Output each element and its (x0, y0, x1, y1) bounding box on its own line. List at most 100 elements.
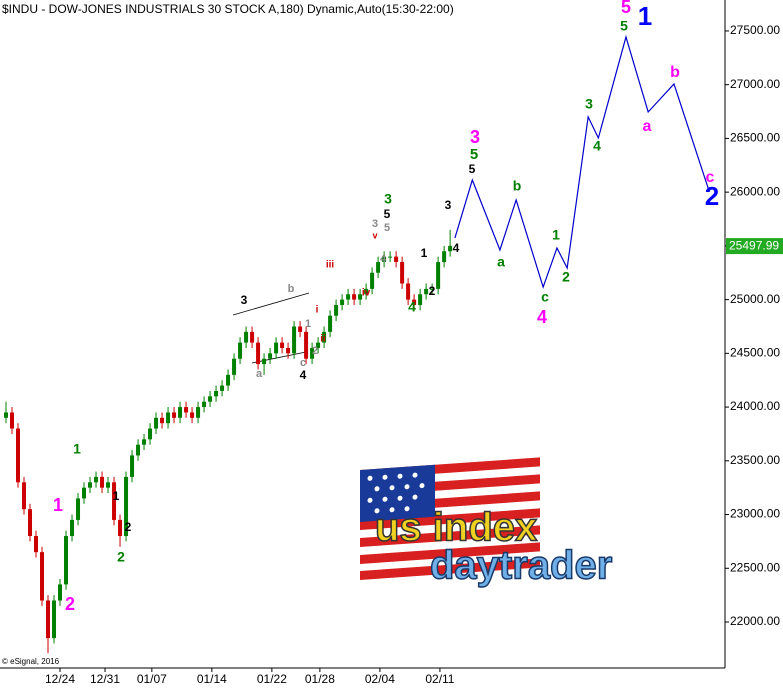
last-price-label: 25497.99 (729, 238, 779, 252)
candle (424, 283, 429, 300)
candle (100, 471, 105, 494)
logo (360, 457, 540, 580)
wave-label: 5 (469, 162, 476, 176)
wave-label: a (256, 368, 263, 380)
candle (436, 256, 441, 295)
last-price-box (726, 238, 783, 255)
candle (244, 326, 249, 348)
candle (136, 439, 141, 461)
x-tick-label: 01/28 (305, 672, 335, 686)
wave-label: iii (326, 260, 335, 271)
wave-label: v (372, 230, 377, 240)
candle-body (412, 299, 417, 305)
wave-label: 1 (305, 318, 311, 330)
candle-body (448, 245, 453, 252)
copyright: © eSignal, 2016 (2, 657, 60, 666)
candle (442, 245, 447, 268)
wave-label: 5 (620, 18, 628, 34)
x-tick-label: 01/07 (137, 672, 167, 686)
candle-body (388, 256, 393, 258)
candle (406, 278, 411, 305)
chart-title: $INDU - DOW-JONES INDUSTRIALS 30 STOCK A… (2, 2, 454, 16)
candle (64, 530, 69, 590)
candle (88, 476, 93, 494)
wave-label: 3 (372, 218, 378, 230)
wave-label: 3 (470, 127, 480, 147)
candle (22, 476, 27, 515)
candle-body (298, 326, 303, 332)
candle-body (430, 288, 435, 290)
wave-label: b (513, 178, 522, 194)
candle-body (376, 261, 381, 273)
candle-body (124, 476, 129, 537)
candle-body (40, 552, 45, 601)
y-tick-label: 27500.00 (730, 23, 780, 37)
wave-label: 2 (117, 549, 125, 565)
candle-body (190, 412, 195, 418)
wave-label: 5 (621, 0, 631, 17)
candle (340, 294, 345, 311)
candle (166, 407, 171, 429)
candle-body (28, 509, 33, 537)
candle (280, 337, 285, 354)
wave-label: a (497, 254, 505, 270)
wave-label: a (643, 118, 652, 135)
wave-label: c (541, 289, 549, 305)
candle-body (196, 407, 201, 418)
trendline (232, 292, 310, 316)
candle-body (178, 407, 183, 418)
flag-canton (360, 464, 435, 522)
candle (118, 514, 123, 547)
candle (208, 390, 213, 408)
candle (184, 401, 189, 418)
candle-body (94, 476, 99, 483)
candle-body (136, 444, 141, 456)
wave-label: 3 (445, 198, 452, 212)
wave-label: 2 (312, 345, 318, 357)
candle (148, 423, 153, 445)
candle-body (436, 261, 441, 289)
candle (34, 530, 39, 558)
wave-label: i (316, 305, 319, 316)
candle-body (346, 294, 351, 300)
candle (388, 251, 393, 262)
candle (202, 396, 207, 413)
candle (346, 288, 351, 305)
candle-body (52, 600, 57, 639)
candle-body (16, 428, 21, 483)
candle-body (424, 288, 429, 295)
candle-body (226, 374, 231, 386)
projection-line (454, 34, 710, 289)
candle-body (304, 331, 309, 359)
wave-label: 5 (470, 146, 478, 163)
wave-label: c (706, 169, 715, 186)
candle (28, 503, 33, 542)
wave-label: 1 (552, 227, 560, 243)
candle (142, 433, 147, 451)
wave-label: 3 (241, 293, 248, 307)
candle-body (238, 342, 243, 359)
y-tick-label: 23000.00 (730, 507, 780, 521)
candle-body (100, 476, 105, 488)
candle-body (88, 482, 93, 488)
candle (130, 450, 135, 483)
candle-body (142, 439, 147, 445)
y-tick-label: 26500.00 (730, 131, 780, 145)
candle (238, 337, 243, 365)
candle-body (76, 498, 81, 520)
candle-body (160, 417, 165, 424)
candle-body (112, 482, 117, 520)
candle (112, 476, 117, 526)
candle-body (82, 487, 87, 499)
candle (316, 337, 321, 354)
candle-body (280, 342, 285, 348)
y-tick-label: 24000.00 (730, 399, 780, 413)
candle (226, 369, 231, 391)
candle-body (166, 412, 171, 424)
candle-body (268, 353, 273, 359)
candle-body (370, 272, 375, 289)
candle-body (286, 347, 291, 354)
wave-label: 4 (593, 138, 601, 154)
candle-body (208, 396, 213, 402)
